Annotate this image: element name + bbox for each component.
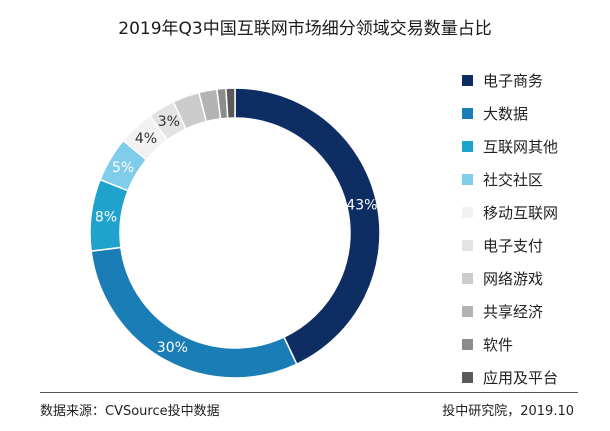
legend-swatch xyxy=(462,108,473,119)
slice-label-5: 4% xyxy=(135,131,157,147)
legend-swatch xyxy=(462,306,473,317)
slice-label-6: 3% xyxy=(158,114,180,130)
legend-item-8: 共享经济 xyxy=(462,295,558,328)
legend-item-6: 电子支付 xyxy=(462,229,558,262)
legend-swatch xyxy=(462,141,473,152)
slice-1 xyxy=(234,87,381,366)
legend-label: 电子支付 xyxy=(483,237,544,255)
chart-title: 2019年Q3中国互联网市场细分领域交易数量占比 xyxy=(118,19,492,39)
legend-item-9: 软件 xyxy=(462,328,558,361)
legend-label: 电子商务 xyxy=(483,72,544,90)
legend-label: 社交社区 xyxy=(483,171,544,189)
legend-label: 共享经济 xyxy=(483,303,544,321)
legend-swatch xyxy=(462,372,473,383)
slice-2 xyxy=(90,246,298,379)
legend-label: 应用及平台 xyxy=(483,369,559,387)
legend-item-4: 社交社区 xyxy=(462,163,558,196)
slice-10 xyxy=(225,87,236,120)
legend-item-2: 大数据 xyxy=(462,97,558,130)
legend-label: 网络游戏 xyxy=(483,270,544,288)
legend-item-7: 网络游戏 xyxy=(462,262,558,295)
legend-label: 移动互联网 xyxy=(483,204,559,222)
legend-swatch xyxy=(462,339,473,350)
legend-item-10: 应用及平台 xyxy=(462,361,558,394)
slice-label-4: 5% xyxy=(112,160,134,176)
donut-chart: 43% 30% 8% 5%4%3% xyxy=(89,87,381,379)
legend-item-5: 移动互联网 xyxy=(462,196,558,229)
legend-swatch xyxy=(462,174,473,185)
legend-swatch xyxy=(462,240,473,251)
source-note: 数据来源：CVSource投中数据 xyxy=(40,404,220,419)
publisher-note: 投中研究院，2019.10 xyxy=(442,404,574,419)
footer-divider xyxy=(40,392,578,393)
legend-item-3: 互联网其他 xyxy=(462,130,558,163)
legend-item-1: 电子商务 xyxy=(462,64,558,97)
legend-label: 软件 xyxy=(483,336,514,354)
slice-label-2: 30% xyxy=(157,340,188,356)
slice-label-1: 43% xyxy=(346,198,377,214)
slice-label-3: 8% xyxy=(95,210,117,226)
legend-swatch xyxy=(462,75,473,86)
legend-label: 互联网其他 xyxy=(483,138,559,156)
legend-swatch xyxy=(462,273,473,284)
legend-swatch xyxy=(462,207,473,218)
legend-label: 大数据 xyxy=(483,105,529,123)
legend: 电子商务大数据互联网其他社交社区移动互联网电子支付网络游戏共享经济软件应用及平台 xyxy=(462,64,558,394)
